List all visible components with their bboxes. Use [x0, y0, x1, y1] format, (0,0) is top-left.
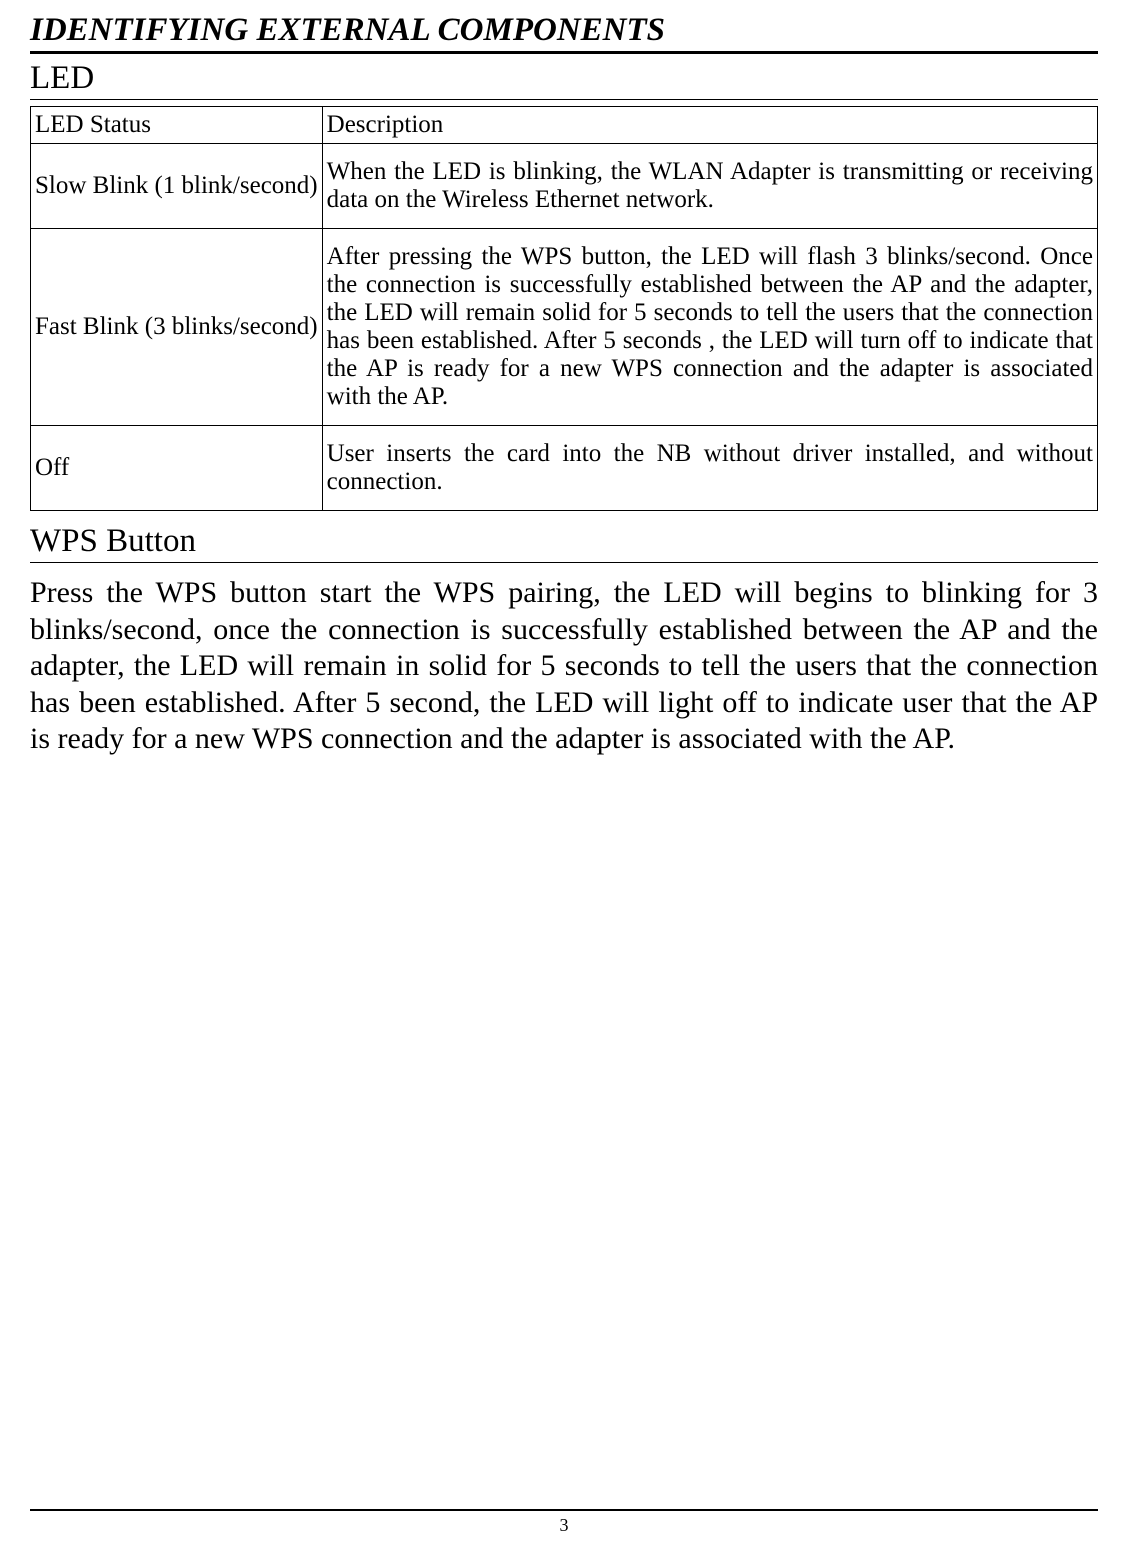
cell-status: Off — [31, 426, 323, 511]
table-header-row: LED Status Description — [31, 107, 1098, 144]
table-row: Off User inserts the card into the NB wi… — [31, 426, 1098, 511]
col-header-status: LED Status — [31, 107, 323, 144]
led-table: LED Status Description Slow Blink (1 bli… — [30, 106, 1098, 511]
cell-status: Fast Blink (3 blinks/second) — [31, 229, 323, 426]
col-header-description: Description — [322, 107, 1097, 144]
cell-description: When the LED is blinking, the WLAN Adapt… — [322, 144, 1097, 229]
table-row: Slow Blink (1 blink/second) When the LED… — [31, 144, 1098, 229]
led-heading: LED — [30, 60, 1098, 100]
cell-status: Slow Blink (1 blink/second) — [31, 144, 323, 229]
footer-line — [30, 1509, 1098, 1511]
table-row: Fast Blink (3 blinks/second) After press… — [31, 229, 1098, 426]
cell-description: After pressing the WPS button, the LED w… — [322, 229, 1097, 426]
page-title: IDENTIFYING EXTERNAL COMPONENTS — [30, 12, 1098, 54]
wps-heading: WPS Button — [30, 523, 1098, 563]
page-number: 3 — [30, 1515, 1098, 1536]
wps-paragraph: Press the WPS button start the WPS pairi… — [30, 575, 1098, 758]
footer: 3 — [30, 1509, 1098, 1536]
cell-description: User inserts the card into the NB withou… — [322, 426, 1097, 511]
